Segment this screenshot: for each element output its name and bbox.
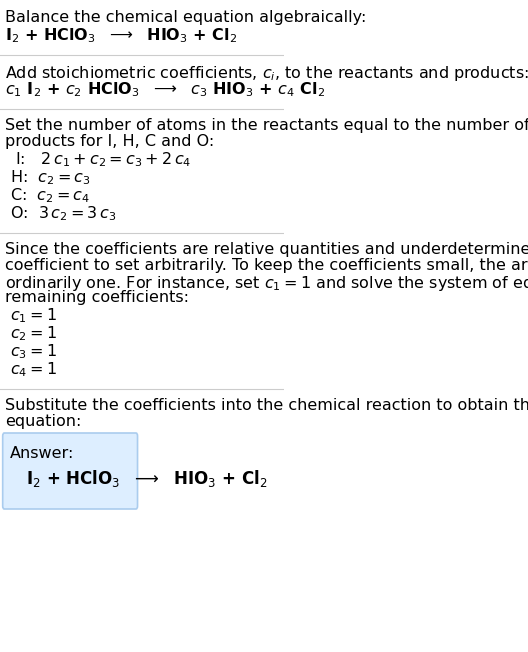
- Text: C:  $c_2 = c_4$: C: $c_2 = c_4$: [10, 186, 90, 205]
- Text: I$_2$ + HClO$_3$  $\longrightarrow$  HIO$_3$ + Cl$_2$: I$_2$ + HClO$_3$ $\longrightarrow$ HIO$_…: [26, 468, 267, 489]
- Text: coefficient to set arbitrarily. To keep the coefficients small, the arbitrary va: coefficient to set arbitrarily. To keep …: [5, 258, 528, 273]
- Text: $c_2 = 1$: $c_2 = 1$: [10, 324, 56, 343]
- Text: products for I, H, C and O:: products for I, H, C and O:: [5, 134, 214, 149]
- Text: $c_4 = 1$: $c_4 = 1$: [10, 360, 56, 379]
- Text: remaining coefficients:: remaining coefficients:: [5, 290, 190, 305]
- Text: O:  $3\,c_2 = 3\,c_3$: O: $3\,c_2 = 3\,c_3$: [10, 204, 116, 223]
- Text: Balance the chemical equation algebraically:: Balance the chemical equation algebraica…: [5, 10, 367, 25]
- FancyBboxPatch shape: [3, 433, 137, 509]
- Text: $c_3 = 1$: $c_3 = 1$: [10, 342, 56, 361]
- Text: H:  $c_2 = c_3$: H: $c_2 = c_3$: [10, 168, 90, 186]
- Text: I$_2$ + HClO$_3$  $\longrightarrow$  HIO$_3$ + Cl$_2$: I$_2$ + HClO$_3$ $\longrightarrow$ HIO$_…: [5, 26, 238, 45]
- Text: Set the number of atoms in the reactants equal to the number of atoms in the: Set the number of atoms in the reactants…: [5, 118, 528, 133]
- Text: I:   $2\,c_1 + c_2 = c_3 + 2\,c_4$: I: $2\,c_1 + c_2 = c_3 + 2\,c_4$: [10, 150, 191, 169]
- Text: Substitute the coefficients into the chemical reaction to obtain the balanced: Substitute the coefficients into the che…: [5, 398, 528, 413]
- Text: Add stoichiometric coefficients, $c_i$, to the reactants and products:: Add stoichiometric coefficients, $c_i$, …: [5, 64, 528, 83]
- Text: $c_1 = 1$: $c_1 = 1$: [10, 306, 56, 325]
- Text: Since the coefficients are relative quantities and underdetermined, choose a: Since the coefficients are relative quan…: [5, 242, 528, 257]
- Text: ordinarily one. For instance, set $c_1 = 1$ and solve the system of equations fo: ordinarily one. For instance, set $c_1 =…: [5, 274, 528, 293]
- Text: equation:: equation:: [5, 414, 82, 429]
- Text: $c_1$ I$_2$ + $c_2$ HClO$_3$  $\longrightarrow$  $c_3$ HIO$_3$ + $c_4$ Cl$_2$: $c_1$ I$_2$ + $c_2$ HClO$_3$ $\longright…: [5, 80, 325, 98]
- Text: Answer:: Answer:: [10, 446, 74, 461]
